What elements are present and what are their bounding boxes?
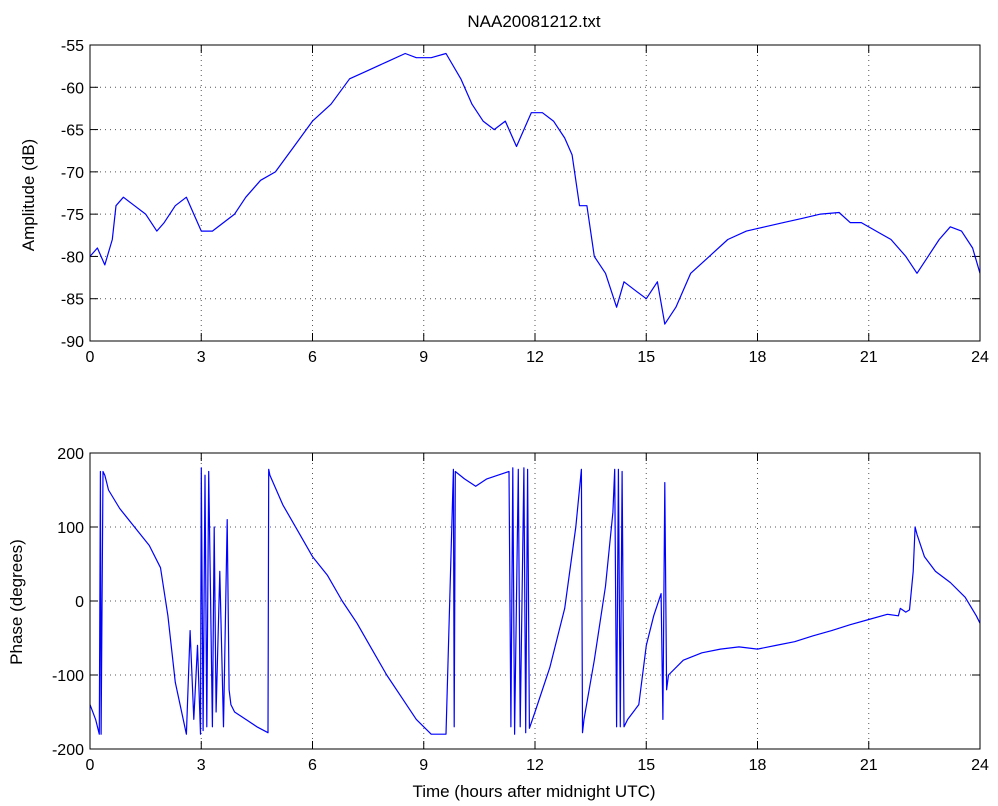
phase-ytick-label: 0: [75, 594, 84, 611]
chart-title: NAA20081212.txt: [467, 12, 601, 31]
amplitude-ytick-label: -75: [61, 207, 84, 224]
amplitude-xtick-label: 24: [971, 349, 989, 366]
amplitude-ytick-label: -70: [61, 165, 84, 182]
amplitude-xtick-label: 6: [308, 349, 317, 366]
phase-ytick-label: -200: [52, 742, 84, 759]
amplitude-axes-frame: [89, 44, 981, 342]
phase-ytick-label: 200: [57, 446, 84, 463]
amplitude-xtick-label: 12: [526, 349, 544, 366]
amplitude-ylabel: Amplitude (dB): [19, 139, 38, 251]
amplitude-xtick-label: 18: [749, 349, 767, 366]
amplitude-ytick-label: -65: [61, 123, 84, 140]
phase-series-line: [90, 467, 980, 735]
amplitude-ytick-label: -90: [61, 334, 84, 351]
phase-axes-frame: [89, 452, 981, 750]
phase-xtick-label: 24: [971, 757, 989, 774]
phase-xtick-label: 9: [419, 757, 428, 774]
amplitude-xtick-label: 0: [86, 349, 95, 366]
amplitude-xtick-label: 21: [860, 349, 878, 366]
time-xlabel: Time (hours after midnight UTC): [412, 782, 655, 801]
amplitude-xtick-label: 3: [197, 349, 206, 366]
amplitude-ytick-label: -85: [61, 292, 84, 309]
phase-xtick-label: 6: [308, 757, 317, 774]
phase-xtick-label: 3: [197, 757, 206, 774]
phase-xtick-label: 18: [749, 757, 767, 774]
phase-xtick-label: 0: [86, 757, 95, 774]
amplitude-ytick-label: -80: [61, 249, 84, 266]
phase-plot: 0 3 6 9 12 15 18 21 24 200 100 0 -100 -200: [52, 446, 989, 774]
phase-xtick-label: 21: [860, 757, 878, 774]
amplitude-ytick-label: -60: [61, 80, 84, 97]
amplitude-xtick-label: 9: [419, 349, 428, 366]
phase-xtick-label: 12: [526, 757, 544, 774]
phase-ylabel: Phase (degrees): [7, 539, 26, 665]
amplitude-ytick-label: -55: [61, 38, 84, 55]
amplitude-series-line: [90, 52, 980, 325]
amplitude-xtick-label: 15: [637, 349, 655, 366]
amplitude-plot: 0 3 6 9 12 15 18 21 24 -55 -60 -65 -70 -75 -80 -85 -90: [61, 38, 989, 366]
phase-ytick-label: -100: [52, 668, 84, 685]
phase-xtick-label: 15: [637, 757, 655, 774]
phase-ytick-label: 100: [57, 520, 84, 537]
